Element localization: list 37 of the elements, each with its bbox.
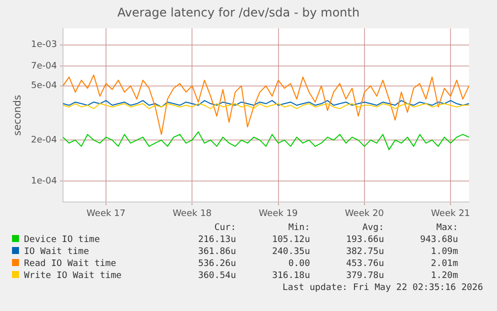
text: Min: (287, 222, 311, 234)
text: 382.75u (345, 246, 385, 258)
x-tick-label: Week 20 (344, 208, 384, 219)
text: 453.76u (345, 258, 385, 270)
text: 105.12u (271, 234, 311, 246)
text: 240.35u (271, 246, 311, 258)
text: Avg: (361, 222, 385, 234)
text: Cur: (213, 222, 237, 234)
text: Max: (435, 222, 459, 234)
x-tick-label: Week 19 (258, 208, 298, 219)
text: 0.00 (287, 258, 311, 270)
y-tick-label: 2e-04 (30, 135, 58, 146)
text: 2.01m (430, 258, 459, 270)
legend-label: IO Wait time (23, 246, 90, 258)
text: 943.68u (419, 234, 459, 246)
text: 360.54u (197, 270, 237, 282)
text: 1.09m (430, 246, 459, 258)
y-tick-label: 1e-03 (30, 40, 57, 50)
chart-title: Average latency for /dev/sda - by month (117, 5, 360, 20)
legend-label: Read IO Wait time (23, 258, 118, 270)
text: 1.20m (430, 270, 459, 282)
y-tick-label: 5e-04 (30, 81, 58, 92)
text: 316.18u (271, 270, 311, 282)
x-tick-label: Week 21 (431, 208, 470, 219)
text: 216.13u (197, 234, 237, 246)
text: 536.26u (197, 258, 237, 270)
legend-label: Device IO time (23, 234, 101, 246)
text: 193.66u (345, 234, 385, 246)
y-tick-label: 1e-04 (30, 176, 58, 186)
y-axis-title: seconds (12, 94, 24, 136)
text: 361.86u (197, 246, 237, 258)
x-tick-label: Week 18 (172, 208, 212, 219)
text: 379.78u (345, 270, 385, 282)
text: Last update: Fri May 22 02:35:16 2026 (282, 282, 483, 294)
x-tick-label: Week 17 (86, 208, 126, 219)
legend-label: Write IO Wait time (23, 270, 123, 282)
y-tick-label: 7e-04 (30, 61, 58, 72)
